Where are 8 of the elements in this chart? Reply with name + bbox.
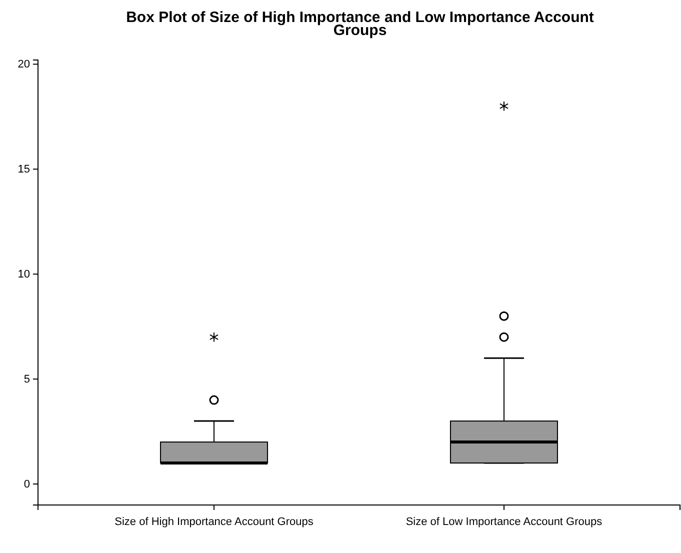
- chart-title: Box Plot of Size of High Importance and Low Importance Account Groups: [126, 9, 594, 39]
- y-tick-label: 0: [24, 478, 30, 491]
- y-tick-label: 5: [24, 374, 30, 386]
- x-tick-label: Size of Low Importance Account Groups: [406, 516, 603, 528]
- x-tick-label: Size of High Importance Account Groups: [114, 516, 314, 528]
- y-tick-label: 15: [18, 164, 30, 176]
- y-tick-label: 10: [18, 268, 30, 281]
- y-tick-label: 20: [18, 58, 30, 71]
